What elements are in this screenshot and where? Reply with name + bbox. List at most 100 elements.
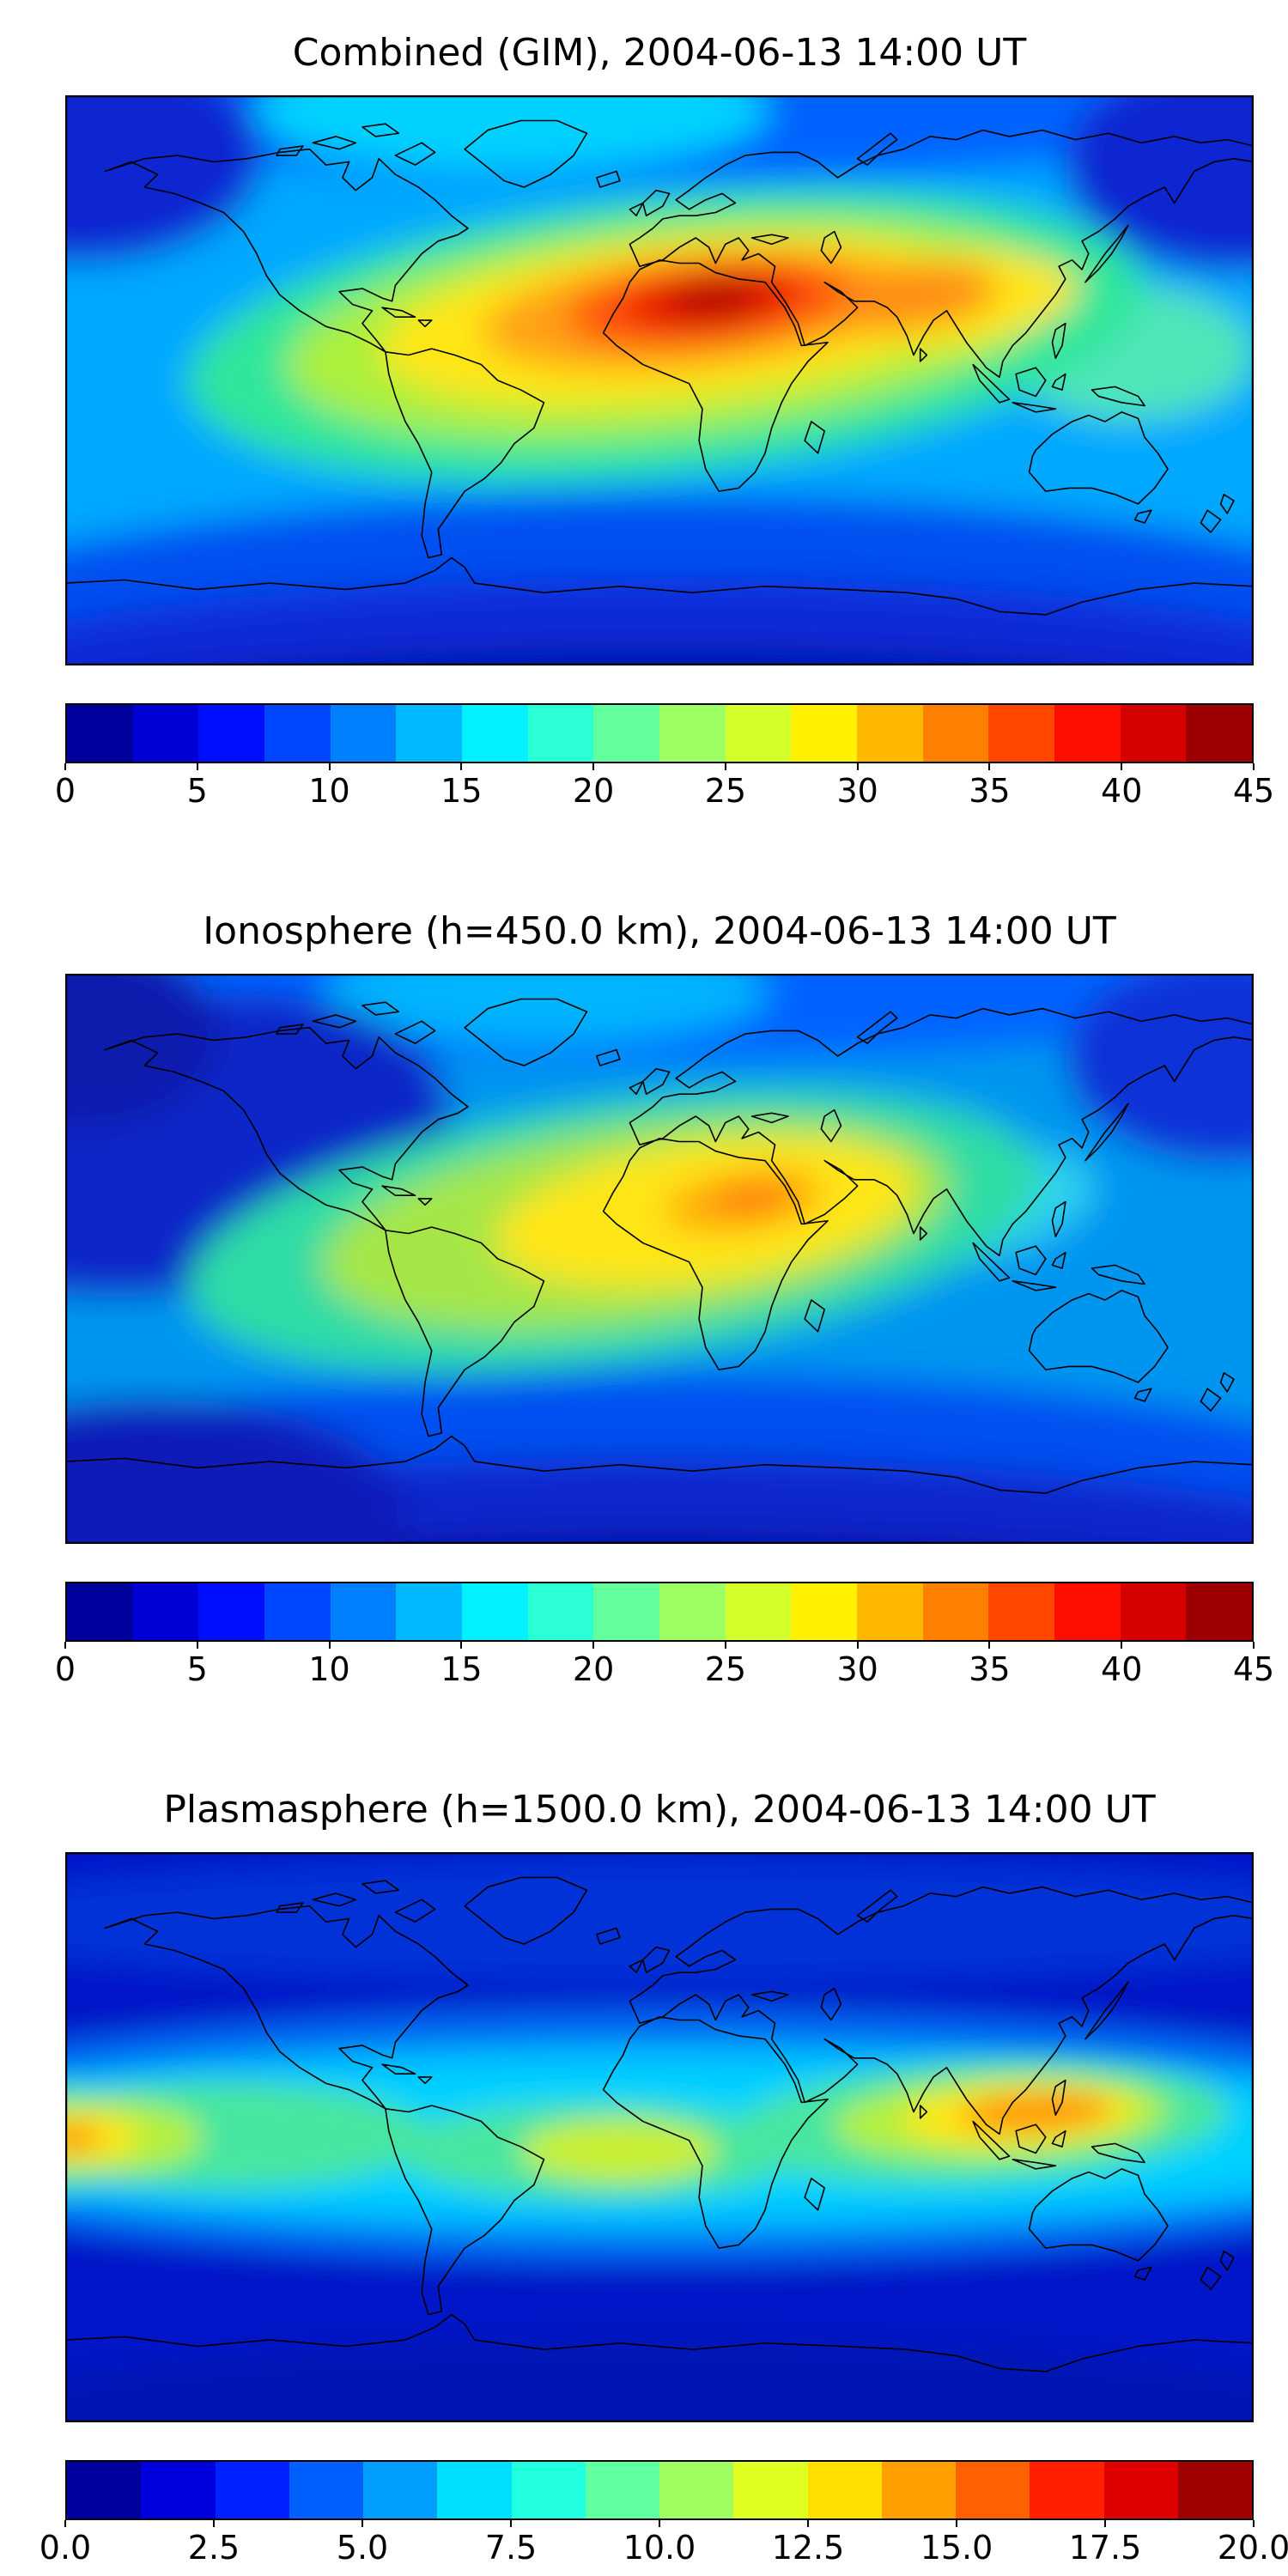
- colorbar-tick-label: 0: [54, 1650, 76, 1688]
- colorbar-tick-label: 17.5: [1068, 2529, 1142, 2567]
- colorbar-tick-mark: [64, 1642, 66, 1649]
- colorbar-tick-label: 25: [704, 1650, 747, 1688]
- colorbar-tick-mark: [724, 1642, 726, 1649]
- colorbar-segment: [1177, 2462, 1252, 2518]
- colorbar-segment: [659, 2462, 734, 2518]
- colorbar-tick-mark: [460, 763, 463, 770]
- colorbar-segment: [527, 705, 594, 762]
- coastlines: [65, 121, 1254, 615]
- coastlines: [65, 999, 1254, 1493]
- colorbar-tick-label: 7.5: [484, 2529, 538, 2567]
- colorbar-segment: [215, 2462, 289, 2518]
- tec-contour-blob: [1065, 95, 1254, 271]
- world-heatmap-combined: [65, 95, 1254, 665]
- colorbar-segment: [198, 705, 265, 762]
- world-heatmap-plasmasphere: [65, 1852, 1254, 2422]
- tec-contour-blob: [806, 263, 999, 331]
- colorbar-tick-label: 5: [186, 1650, 208, 1688]
- colorbar-tick-mark: [1253, 2520, 1255, 2527]
- colorbar-segment: [733, 2462, 808, 2518]
- colorbar-segment: [198, 1583, 265, 1640]
- tec-contour-blob: [65, 974, 220, 1128]
- colorbar-tick-label: 15.0: [920, 2529, 993, 2567]
- map-frame: [65, 1852, 1254, 2422]
- colorbar-tick-mark: [1104, 2520, 1106, 2527]
- colorbar-segment: [132, 705, 199, 762]
- colorbar-tick-mark: [361, 2520, 363, 2527]
- colorbar-tick-label: 5.0: [336, 2529, 389, 2567]
- colorbar-tick-mark: [460, 1642, 463, 1649]
- map-combined: [65, 95, 1254, 665]
- colorbar-tick-mark: [592, 1642, 595, 1649]
- tec-contour-blob: [711, 1181, 793, 1215]
- colorbar-tick-mark: [196, 1642, 198, 1649]
- colorbar-segment: [659, 705, 726, 762]
- colorbar-tick-label: 20: [572, 772, 615, 810]
- colorbar-tick-label: 10: [308, 772, 350, 810]
- world-heatmap-ionosphere: [65, 974, 1254, 1544]
- colorbar-strip: [65, 2460, 1254, 2520]
- colorbar-tick-mark: [64, 2520, 66, 2527]
- colorbar-segment: [585, 2462, 659, 2518]
- colorbar-tick-mark: [1253, 1642, 1255, 1649]
- colorbar-segment: [67, 2462, 142, 2518]
- colorbar-tick-label: 15: [440, 1650, 483, 1688]
- colorbar-tick-label: 20.0: [1217, 2529, 1288, 2567]
- colorbar-ticks: 0 5 10 15 20 25 30 35 40 45: [55, 763, 1274, 815]
- tec-contour-blob: [254, 95, 769, 171]
- colorbar-segment: [330, 1583, 397, 1640]
- colorbar-tick-mark: [592, 763, 595, 770]
- colorbar-tick-label: 2.5: [187, 2529, 240, 2567]
- colorbar-segment: [988, 1583, 1055, 1640]
- colorbar-segment: [462, 1583, 528, 1640]
- tec-contour-blob: [667, 281, 763, 317]
- colorbar-tick-mark: [1121, 1642, 1123, 1649]
- colorbar-tick-label: 40: [1101, 1650, 1143, 1688]
- colorbar-tick-label: 45: [1232, 772, 1275, 810]
- colorbar-segment: [593, 1583, 660, 1640]
- colorbar-segment: [1054, 705, 1121, 762]
- colorbar-segment: [511, 2462, 586, 2518]
- colorbar-tick-mark: [956, 2520, 957, 2527]
- colorbar-segment: [659, 1583, 726, 1640]
- colorbar-tick-label: 30: [836, 772, 878, 810]
- map-ionosphere: [65, 974, 1254, 1544]
- colorbar-segment: [330, 705, 397, 762]
- colorbar-plasmasphere: 0.0 2.5 5.0 7.5 10.0 12.5 15.0 17.5 20.0: [39, 2460, 1288, 2572]
- tec-contour-blob: [233, 648, 1086, 665]
- colorbar-segment: [857, 705, 923, 762]
- colorbar-tick-mark: [213, 2520, 215, 2527]
- panel-plasmasphere-title: Plasmasphere (h=1500.0 km), 2004-06-13 1…: [163, 1788, 1156, 1832]
- colorbar-strip: [65, 703, 1254, 763]
- colorbar-tick-label: 5: [186, 772, 208, 810]
- colorbar-tick-mark: [510, 2520, 512, 2527]
- colorbar-segment: [67, 1583, 133, 1640]
- colorbar-tick-label: 10.0: [623, 2529, 696, 2567]
- colorbar-tick-label: 40: [1101, 772, 1143, 810]
- colorbar-segment: [1054, 1583, 1121, 1640]
- colorbar-tick-mark: [196, 763, 198, 770]
- colorbar-tick-mark: [659, 2520, 660, 2527]
- tec-contour-blob: [520, 2120, 718, 2182]
- tec-contour-blob: [65, 1859, 1254, 1983]
- colorbar-segment: [527, 1583, 594, 1640]
- colorbar-tick-mark: [807, 2520, 809, 2527]
- colorbar-segment: [264, 705, 331, 762]
- colorbar-tick-label: 20: [572, 1650, 615, 1688]
- colorbar-segment: [1120, 1583, 1187, 1640]
- colorbar-segment: [1030, 2462, 1104, 2518]
- colorbar-ticks: 0 5 10 15 20 25 30 35 40 45: [55, 1642, 1274, 1693]
- colorbar-tick-label: 10: [308, 1650, 350, 1688]
- colorbar-segment: [922, 705, 989, 762]
- colorbar-segment: [922, 1583, 989, 1640]
- tec-contour-blob: [960, 2093, 1111, 2132]
- tec-contour-blob: [65, 2124, 101, 2152]
- colorbar-segment: [1186, 705, 1253, 762]
- colorbar-segment: [462, 705, 528, 762]
- colorbar-segment: [956, 2462, 1030, 2518]
- colorbar-tick-mark: [856, 1642, 859, 1649]
- tec-contour-blob: [65, 95, 263, 263]
- colorbar-tick-mark: [856, 763, 859, 770]
- colorbar-segment: [791, 1583, 858, 1640]
